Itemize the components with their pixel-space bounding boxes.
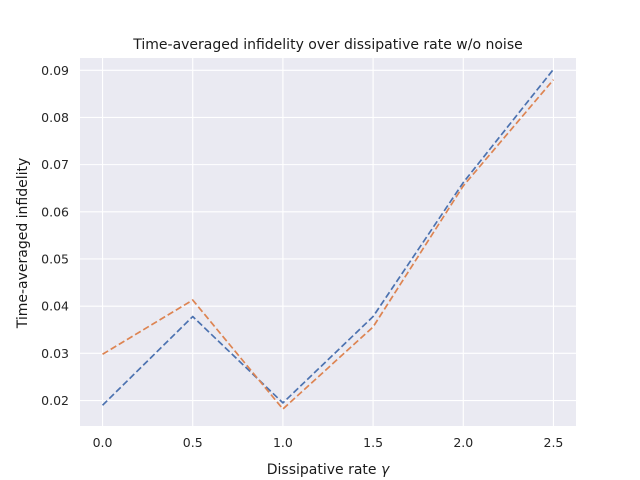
grid bbox=[80, 58, 576, 426]
x-tick-label: 0.0 bbox=[93, 435, 113, 450]
y-tick-label: 0.03 bbox=[41, 346, 69, 361]
y-tick-label: 0.09 bbox=[41, 63, 69, 78]
series-line-1 bbox=[101, 68, 555, 406]
y-tick-label: 0.06 bbox=[41, 204, 69, 219]
series-layer bbox=[101, 68, 555, 410]
plot-area bbox=[80, 58, 576, 426]
x-tick-label: 1.5 bbox=[363, 435, 383, 450]
chart-title: Time-averaged infidelity over dissipativ… bbox=[132, 37, 522, 53]
y-axis-label: Time-averaged infidelity bbox=[15, 158, 31, 330]
y-tick-label: 0.07 bbox=[41, 157, 69, 172]
y-tick-label: 0.02 bbox=[41, 393, 69, 408]
x-tick-label: 1.0 bbox=[273, 435, 293, 450]
y-tick-label: 0.05 bbox=[41, 251, 69, 266]
x-tick-label: 2.5 bbox=[544, 435, 564, 450]
y-tick-label: 0.08 bbox=[41, 110, 69, 125]
x-axis-label-symbol: γ bbox=[381, 462, 390, 478]
x-axis: 0.0 0.5 1.0 1.5 2.0 2.5 bbox=[93, 435, 564, 450]
x-axis-label-text: Dissipative rate bbox=[267, 462, 377, 478]
x-tick-label: 2.0 bbox=[453, 435, 473, 450]
x-tick-label: 0.5 bbox=[183, 435, 203, 450]
series-line-2 bbox=[102, 79, 555, 410]
y-tick-label: 0.04 bbox=[41, 299, 69, 314]
x-axis-label: Dissipative rate γ bbox=[267, 462, 390, 478]
y-axis: 0.02 0.03 0.04 0.05 0.06 0.07 0.08 0.09 bbox=[41, 63, 69, 408]
